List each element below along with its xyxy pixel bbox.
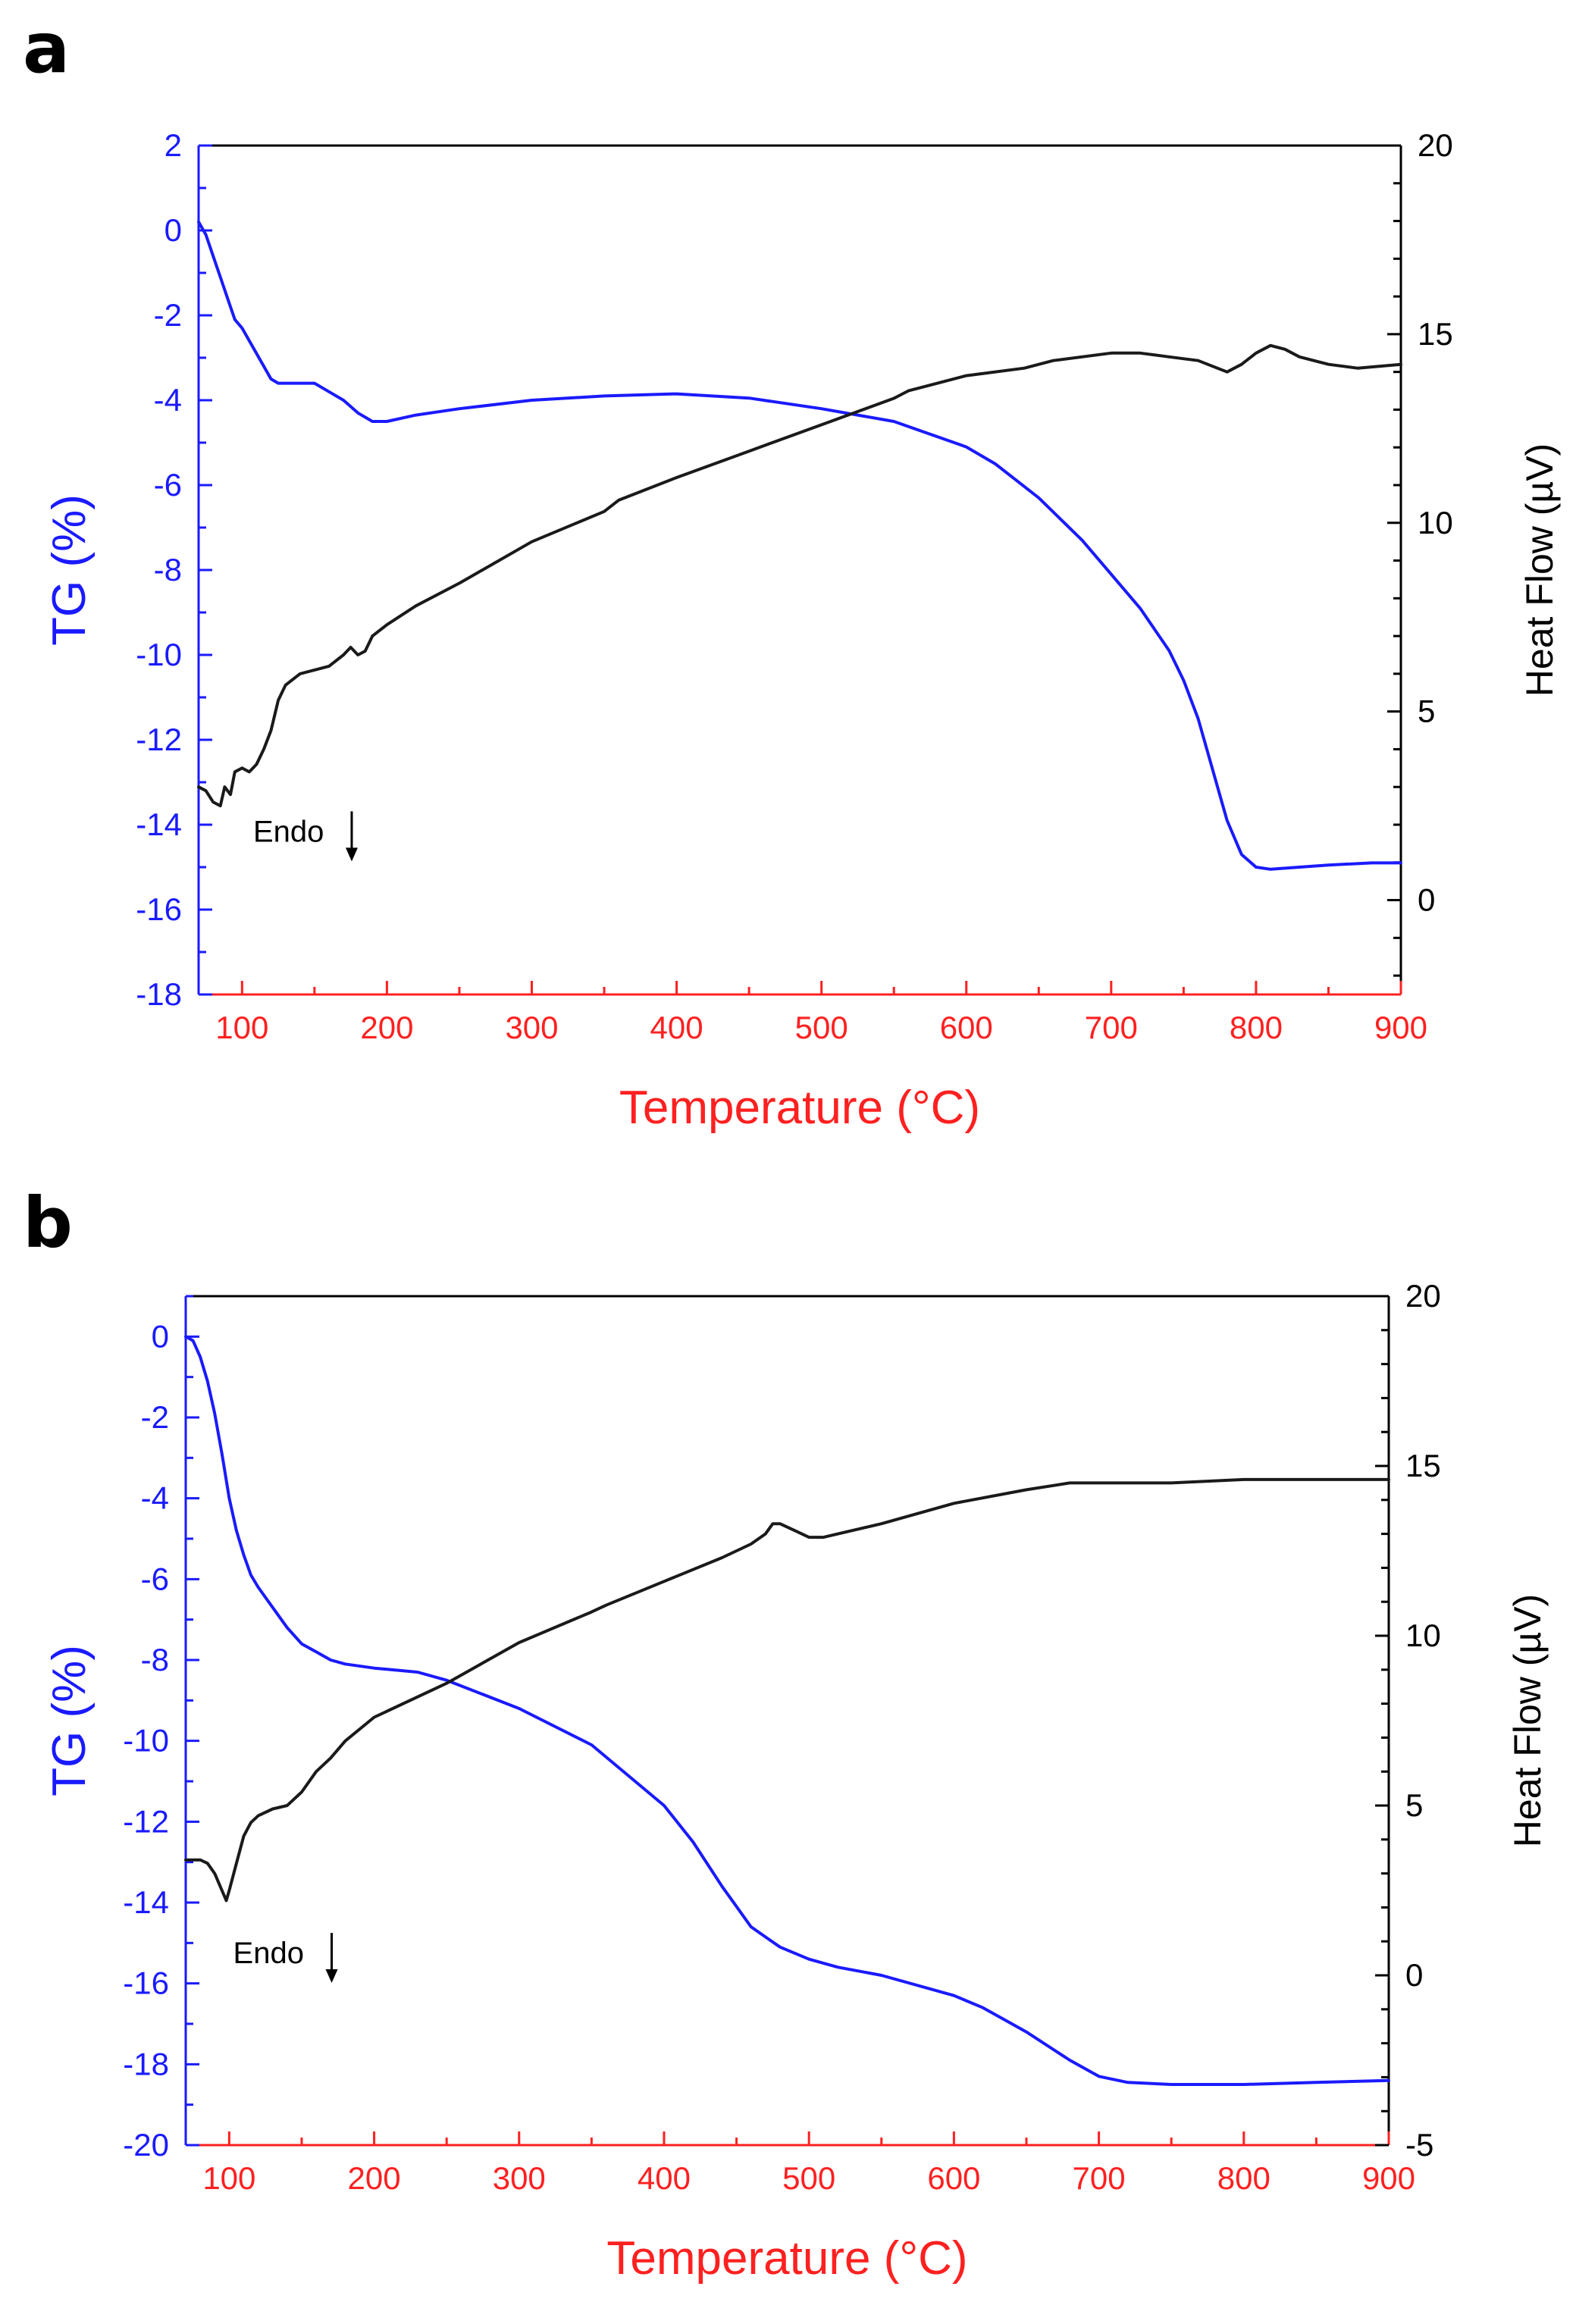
- x-tick-label: 200: [360, 1010, 413, 1045]
- panel-b-chart: 100 200 300 400 500 600 700 800 9000-2-4-6-8-10-…: [43, 1278, 1549, 2285]
- heat-flow-series-line: [184, 1477, 1390, 1903]
- endo-annotation: Endo: [233, 1937, 304, 1970]
- x-tick-label: 100: [215, 1010, 268, 1045]
- panel-b-letter: b: [23, 1182, 73, 1264]
- endo-arrow-head-icon: [345, 847, 358, 862]
- x-tick-label: 300: [505, 1010, 558, 1045]
- endo-annotation: Endo: [253, 815, 324, 848]
- panel-a-letter: a: [23, 8, 70, 89]
- y-left-tick-label: 0: [164, 212, 182, 248]
- y-left-tick-label: -10: [123, 1723, 169, 1759]
- y-left-axis-title: TG (%): [43, 494, 96, 646]
- x-tick-label: 900: [1362, 2160, 1415, 2196]
- y-left-tick-label: 2: [164, 127, 182, 163]
- x-tick-label: 700: [1085, 1010, 1138, 1045]
- x-tick-label: 400: [638, 2160, 691, 2196]
- x-tick-label: 400: [650, 1010, 703, 1045]
- y-right-tick-label: 10: [1418, 505, 1453, 540]
- y-left-tick-label: -4: [141, 1480, 169, 1516]
- y-left-tick-label: -20: [123, 2127, 169, 2163]
- y-right-tick-label: 5: [1418, 694, 1435, 729]
- y-left-tick-label: -2: [141, 1399, 169, 1435]
- x-tick-label: 200: [348, 2160, 401, 2196]
- x-tick-label: 100: [202, 2160, 255, 2196]
- x-axis-title: Temperature (°C): [606, 2232, 967, 2285]
- panel-a-chart: 100 200 300 400 500 600 700 800 90020-2-4-6-8-10…: [43, 127, 1561, 1134]
- x-axis-title: Temperature (°C): [619, 1082, 980, 1134]
- y-right-tick-label: 20: [1418, 127, 1453, 163]
- y-right-tick-label: 10: [1405, 1618, 1441, 1653]
- y-right-tick-label: 15: [1405, 1448, 1441, 1483]
- x-tick-label: 800: [1217, 2160, 1271, 2196]
- endo-arrow-head-icon: [325, 1969, 338, 1983]
- y-left-tick-label: 0: [152, 1318, 169, 1354]
- y-left-tick-label: -12: [136, 722, 182, 757]
- y-left-tick-label: -6: [141, 1561, 169, 1596]
- y-left-tick-label: -12: [123, 1803, 169, 1839]
- x-tick-label: 700: [1073, 2160, 1126, 2196]
- y-right-axis-title: Heat Flow (µV): [1518, 443, 1561, 697]
- y-left-tick-label: -14: [123, 1884, 169, 1920]
- y-right-tick-label: 15: [1418, 316, 1453, 352]
- y-left-tick-label: -18: [136, 976, 182, 1012]
- y-left-axis-title: TG (%): [43, 1645, 96, 1796]
- x-tick-label: 300: [493, 2160, 546, 2196]
- y-right-tick-label: 0: [1405, 1957, 1423, 1993]
- y-right-axis-title: Heat Flow (µV): [1506, 1594, 1549, 1847]
- y-left-tick-label: -6: [154, 467, 182, 503]
- tg-series-line: [197, 220, 1402, 871]
- y-right-tick-label: 0: [1418, 882, 1435, 918]
- y-left-tick-label: -18: [123, 2046, 169, 2081]
- x-tick-label: 500: [795, 1010, 848, 1045]
- y-right-tick-label: -5: [1405, 2127, 1433, 2163]
- y-left-tick-label: -8: [154, 552, 182, 587]
- x-tick-label: 900: [1374, 1010, 1427, 1045]
- y-right-tick-label: 5: [1405, 1787, 1423, 1823]
- y-right-tick-label: 20: [1405, 1278, 1441, 1314]
- tg-series-line: [184, 1335, 1390, 2086]
- x-tick-label: 600: [940, 1010, 993, 1045]
- x-tick-label: 600: [927, 2160, 980, 2196]
- y-left-tick-label: -4: [154, 382, 182, 418]
- y-left-tick-label: -16: [136, 891, 182, 927]
- x-tick-label: 500: [782, 2160, 835, 2196]
- x-tick-label: 800: [1230, 1010, 1283, 1045]
- y-left-tick-label: -2: [154, 297, 182, 333]
- y-left-tick-label: -16: [123, 1965, 169, 2001]
- heat-flow-series-line: [197, 343, 1402, 808]
- y-left-tick-label: -8: [141, 1642, 169, 1677]
- y-left-tick-label: -10: [136, 637, 182, 672]
- y-left-tick-label: -14: [136, 807, 182, 842]
